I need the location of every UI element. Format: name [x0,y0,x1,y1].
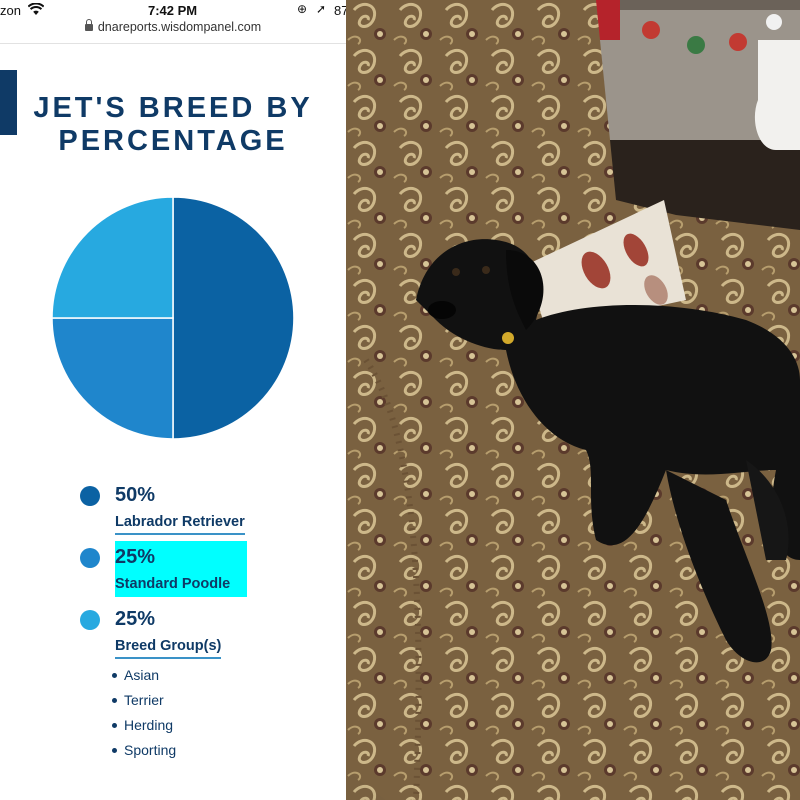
status-bar: zon 7:42 PM ⊕ ➚ 87 [0,0,346,22]
legend-dot-breed-group [80,610,100,630]
rotation-lock-icon: ⊕ [297,2,308,16]
phone-screenshot: zon 7:42 PM ⊕ ➚ 87 dnareports.wisdompane… [0,0,346,800]
bullet-icon [112,672,117,678]
bullet-icon [112,697,117,703]
highlight-marker [115,541,247,597]
legend-dot-labrador [80,486,100,506]
carrier-label: zon [0,3,21,18]
legend-breed-name[interactable]: Labrador Retriever [115,514,245,535]
legend-breed-name[interactable]: Breed Group(s) [115,638,222,659]
bullet-icon [112,722,117,728]
title-line-2: PERCENTAGE [58,125,288,157]
legend-dot-poodle [80,548,100,568]
accent-bar [0,70,17,135]
lock-icon [84,19,93,31]
title-line-1: JET'S BREED BY [33,92,313,124]
bullet-icon [112,747,117,753]
legend-breed-name[interactable]: Standard Poodle [115,576,231,592]
breed-group-item: Sporting [112,742,176,758]
pie-slice-breed-group-s [51,196,174,319]
breed-group-item: Terrier [112,692,164,708]
toolbar-divider [0,43,346,44]
legend-percent: 25% [115,608,156,630]
pie-slice-labrador-retriever [172,196,295,440]
clock: 7:42 PM [148,3,198,18]
legend-percent: 50% [115,484,156,506]
location-arrow-icon: ➚ [316,2,327,16]
breed-group-item: Herding [112,717,173,733]
battery-percent: 87 [334,3,346,18]
breed-pie-chart [51,196,295,440]
breed-group-item: Asian [112,667,159,683]
page-title: JET'S BREED BY PERCENTAGE [0,92,346,158]
url-text: dnareports.wisdompanel.com [97,20,262,34]
address-bar[interactable]: dnareports.wisdompanel.com [0,19,346,42]
legend-percent: 25% [115,546,156,568]
pie-slice-standard-poodle [51,317,174,440]
wifi-icon [27,2,45,19]
dog-photo [346,0,800,800]
